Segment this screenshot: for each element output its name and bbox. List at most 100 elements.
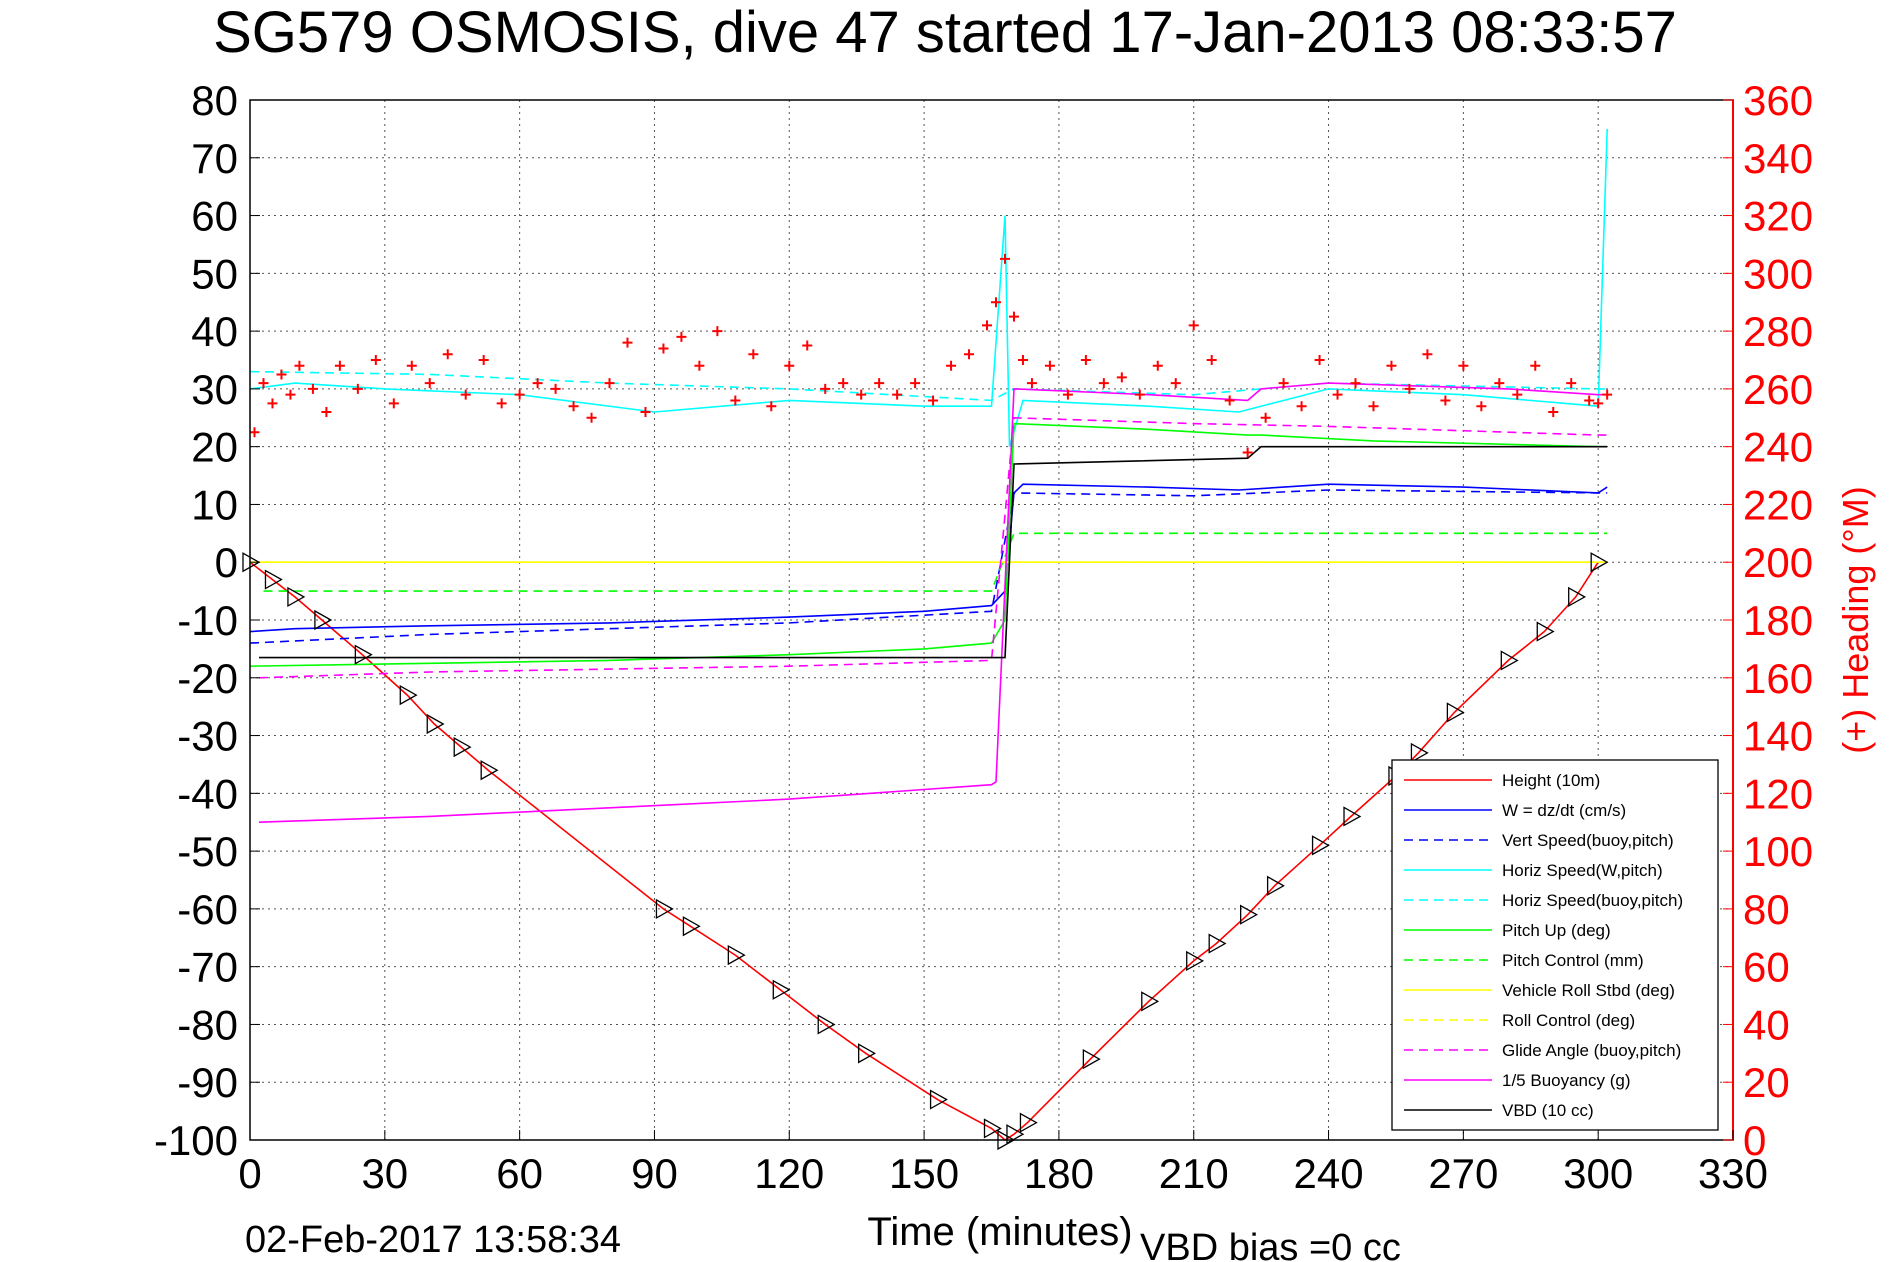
heading-point xyxy=(964,349,975,360)
heading-point xyxy=(990,297,1001,308)
heading-point xyxy=(838,378,849,389)
heading-point xyxy=(424,378,435,389)
heading-point xyxy=(622,337,633,348)
x-tick-label: 300 xyxy=(1563,1150,1633,1197)
dive-marker xyxy=(727,944,746,966)
legend-entry-11: VBD (10 cc) xyxy=(1502,1101,1594,1120)
heading-point xyxy=(1602,389,1613,400)
dive-marker xyxy=(1446,702,1465,723)
legend-entry-10: 1/5 Buoyancy (g) xyxy=(1502,1071,1631,1090)
heading-point xyxy=(640,407,651,417)
heading-point xyxy=(1278,378,1289,389)
legend-entry-7: Vehicle Roll Stbd (deg) xyxy=(1502,981,1675,1000)
heading-point xyxy=(1017,355,1028,365)
y-right-tick-label: 140 xyxy=(1743,713,1813,760)
heading-point xyxy=(1044,360,1055,371)
dive-marker xyxy=(354,644,373,665)
y-axis-right-ticks: 3603403203002802602402202001801601401201… xyxy=(1723,77,1813,1164)
heading-point xyxy=(910,378,921,389)
dive-marker xyxy=(264,569,283,590)
heading-point xyxy=(586,412,597,423)
series-line-1 xyxy=(249,483,1608,633)
heading-point xyxy=(321,407,332,417)
heading-point xyxy=(1422,349,1433,360)
dive-marker xyxy=(1500,650,1519,671)
heading-point xyxy=(820,383,831,394)
legend-entry-9: Glide Angle (buoy,pitch) xyxy=(1502,1041,1681,1060)
series-line-3 xyxy=(249,128,1608,447)
y-tick-label: 30 xyxy=(191,366,238,413)
heading-point xyxy=(249,427,260,438)
dive-marker xyxy=(1343,806,1362,827)
heading-point xyxy=(604,378,615,389)
heading-point xyxy=(267,398,278,409)
y-tick-label: 70 xyxy=(191,135,238,182)
x-tick-label: 330 xyxy=(1698,1150,1768,1197)
heading-point xyxy=(982,320,993,331)
heading-point xyxy=(1296,401,1307,412)
dive-marker xyxy=(1266,875,1285,896)
heading-point xyxy=(892,389,903,400)
y-axis-ticks: 80 70 60 50 40 30 20 10 0 -10 -20 -30 -40 -50 -60 -70 -8… xyxy=(154,77,260,1164)
dive-marker xyxy=(858,1043,876,1064)
dive-marker xyxy=(817,1014,836,1035)
heading-point xyxy=(1593,398,1604,409)
dive-marker xyxy=(1006,1124,1025,1145)
legend-entry-1: W = dz/dt (cm/s) xyxy=(1502,801,1626,820)
dive-marker xyxy=(682,916,701,937)
series-line-4 xyxy=(249,370,1608,402)
y-right-tick-label: 220 xyxy=(1743,481,1813,528)
dive-marker xyxy=(1590,552,1609,573)
x-tick-label: 150 xyxy=(889,1150,959,1197)
legend-entry-3: Horiz Speed(W,pitch) xyxy=(1502,861,1663,880)
heading-point xyxy=(550,383,561,394)
heading-point xyxy=(388,398,399,409)
heading-point xyxy=(1170,378,1181,389)
heading-point xyxy=(1242,447,1253,458)
heading-point xyxy=(658,343,669,354)
x-tick-label: 270 xyxy=(1428,1150,1498,1197)
dive-marker xyxy=(655,898,674,920)
y-right-tick-label: 60 xyxy=(1743,944,1790,991)
dive-marker xyxy=(399,684,418,706)
y-tick-label: -30 xyxy=(177,713,238,760)
dive-marker xyxy=(480,760,499,781)
x-tick-label: 210 xyxy=(1159,1150,1229,1197)
dive-marker xyxy=(1536,621,1555,642)
heading-point xyxy=(1386,360,1397,371)
dive-marker xyxy=(1082,1048,1101,1070)
y-tick-label: -90 xyxy=(177,1059,238,1106)
y-right-tick-label: 280 xyxy=(1743,308,1813,355)
heading-point xyxy=(1188,320,1199,331)
series-line-2 xyxy=(249,489,1608,644)
heading-point xyxy=(802,340,813,351)
heading-point xyxy=(285,389,296,400)
dive-marker xyxy=(772,979,791,1000)
y-right-tick-label: 300 xyxy=(1743,250,1813,297)
heading-point xyxy=(1512,389,1523,400)
footer-note: VBD bias =0 cc xyxy=(1140,1227,1401,1262)
heading-point xyxy=(1458,360,1469,371)
dive-marker xyxy=(1208,933,1227,954)
dive-marker xyxy=(1019,1112,1038,1133)
dive-marker xyxy=(287,586,306,608)
x-tick-label: 90 xyxy=(631,1150,678,1197)
series-line-5 xyxy=(249,422,1608,667)
heading-point xyxy=(1314,355,1325,365)
y-right-tick-label: 360 xyxy=(1743,77,1813,124)
y-right-tick-label: 240 xyxy=(1743,424,1813,471)
heading-point xyxy=(1116,372,1127,383)
heading-point xyxy=(1152,360,1163,371)
y-right-tick-label: 120 xyxy=(1743,770,1813,817)
y-right-tick-label: 320 xyxy=(1743,193,1813,240)
x-axis-ticks: 0 30 60 90 120 150 180 210 240 270 300 330 xyxy=(238,1130,1768,1197)
heading-point xyxy=(694,360,705,371)
y-tick-label: 10 xyxy=(191,481,238,528)
heading-point xyxy=(258,378,269,389)
heading-point xyxy=(276,369,287,380)
heading-point xyxy=(1368,401,1379,412)
series-line-9 xyxy=(258,416,1608,679)
heading-point xyxy=(496,398,507,409)
heading-point xyxy=(712,326,723,337)
